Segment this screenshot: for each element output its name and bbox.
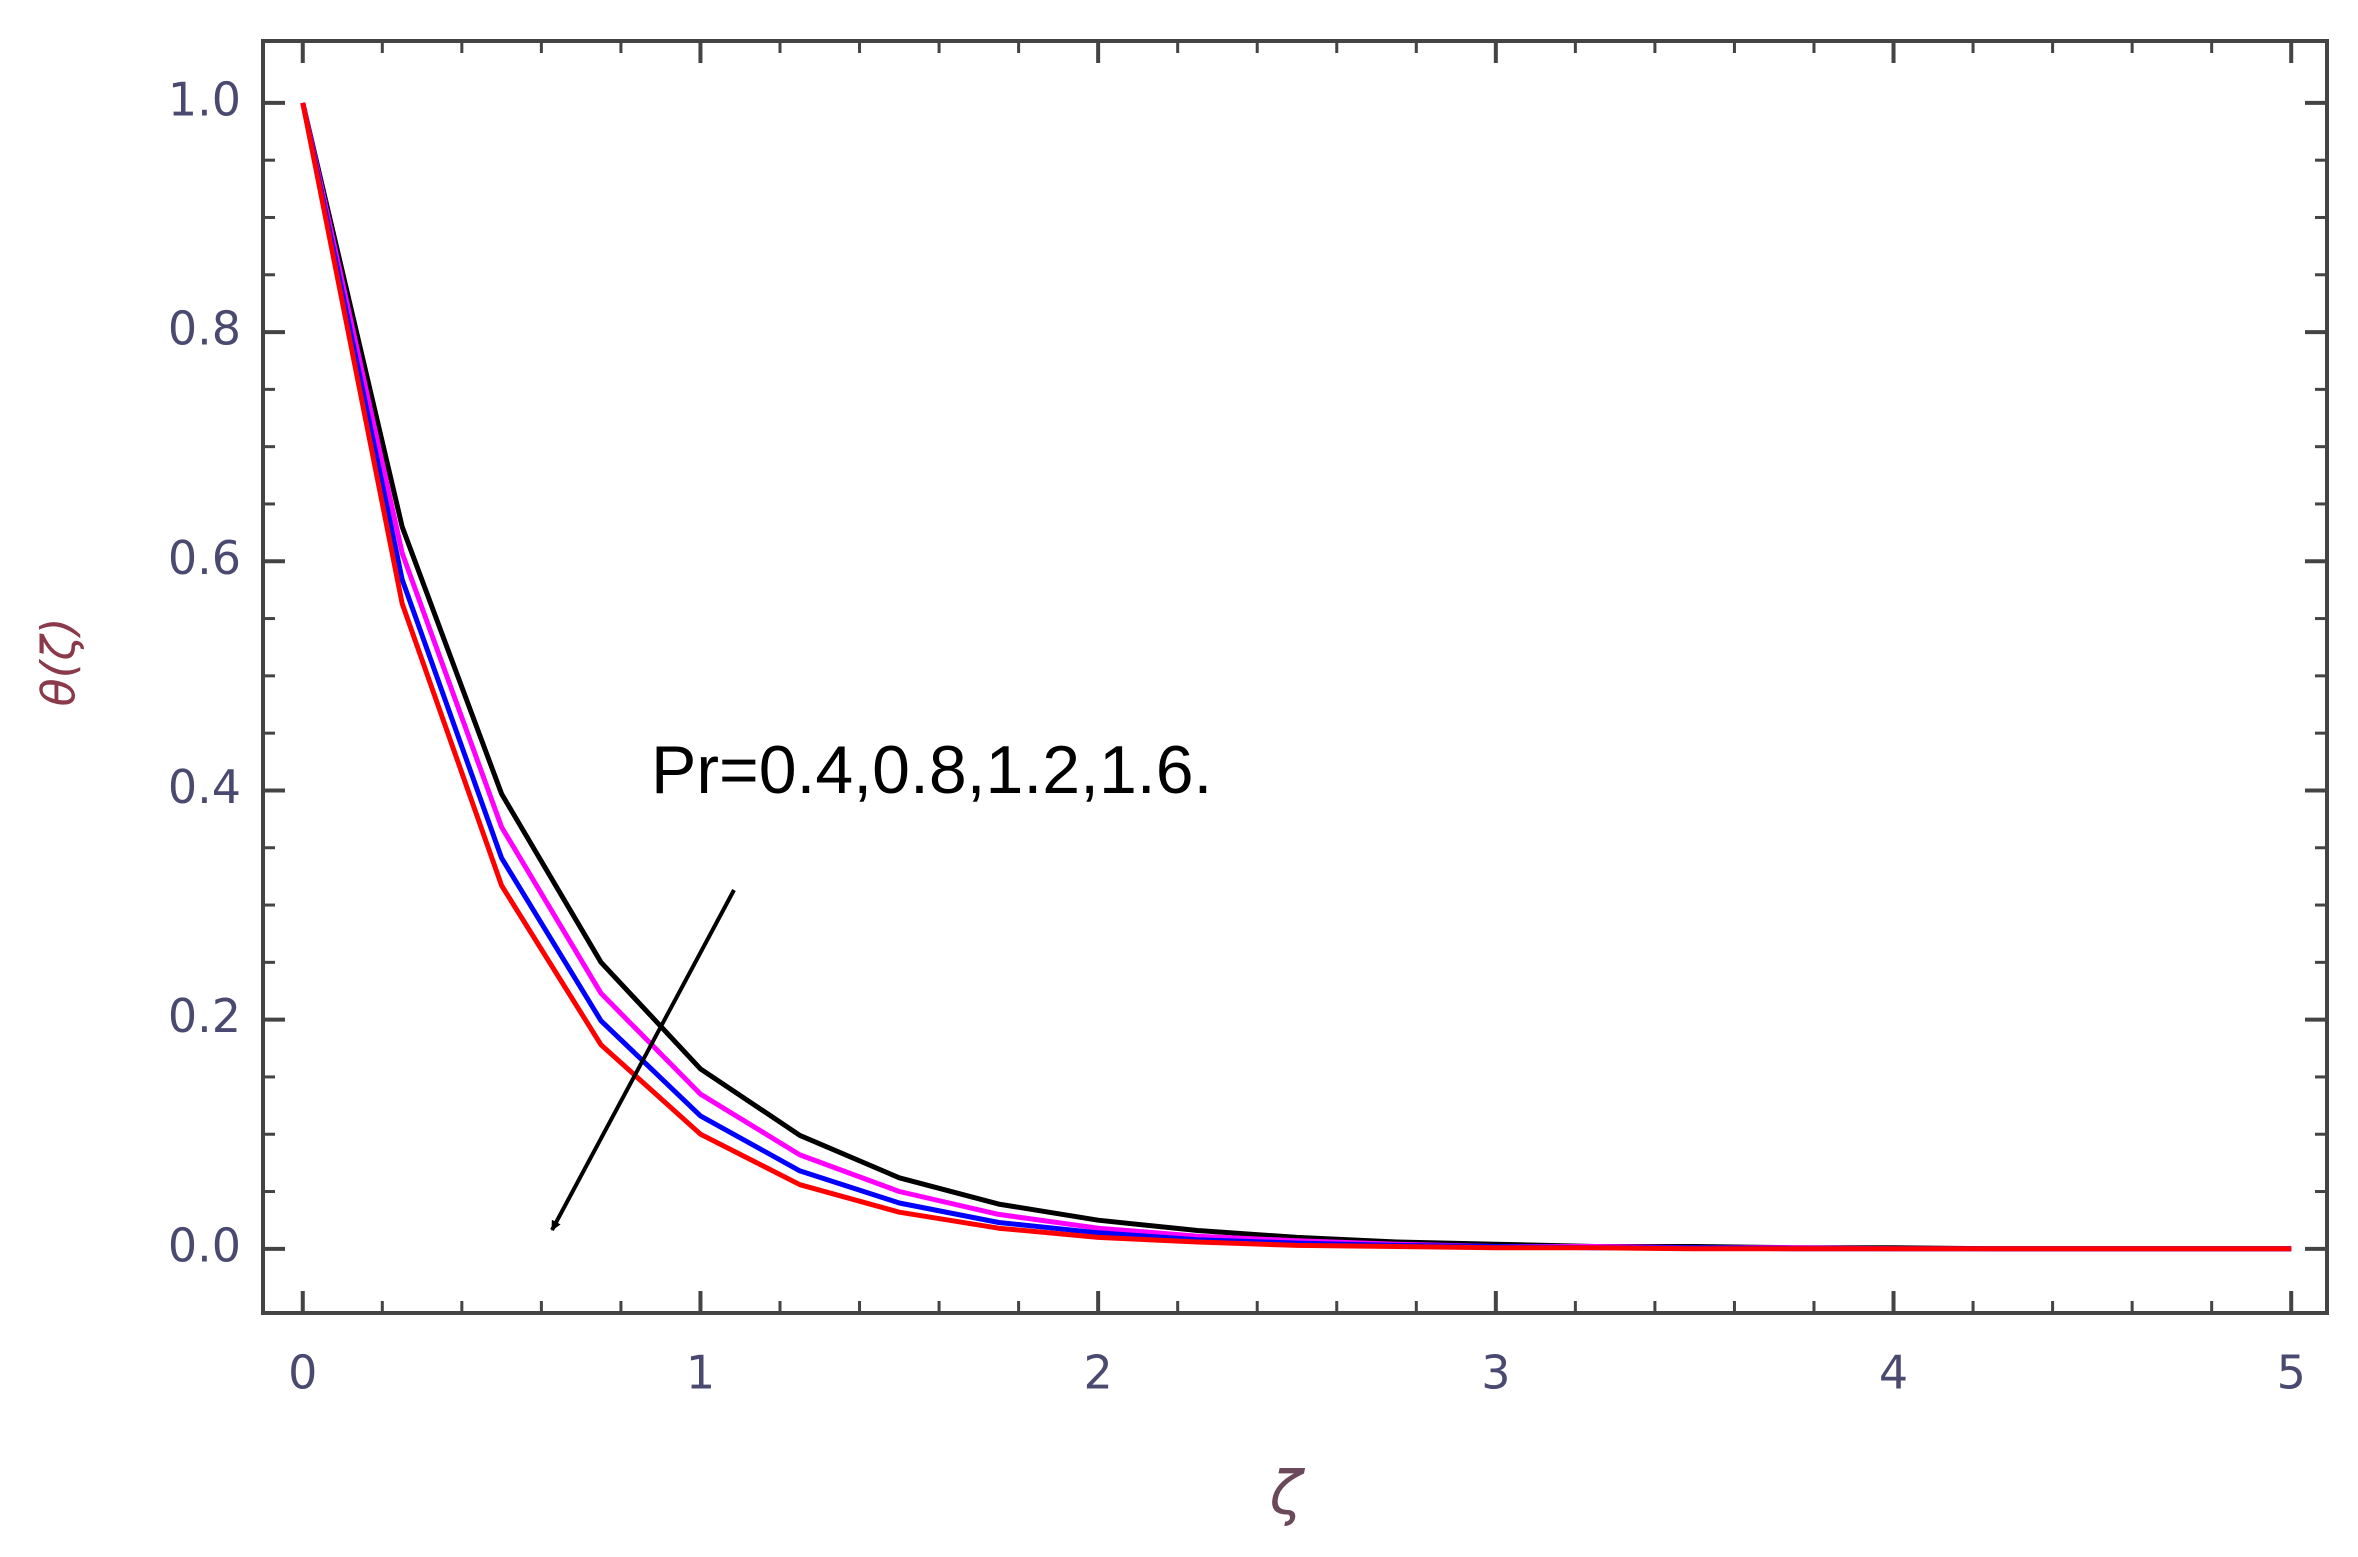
y-tick-label: 0.6 [168, 531, 241, 585]
x-tick-label: 5 [2277, 1346, 2306, 1400]
y-axis-label: θ(ζ) [32, 617, 86, 706]
x-axis-label: ζ [1269, 1459, 1306, 1529]
y-tick-label: 0.0 [168, 1218, 241, 1272]
y-tick-label: 0.8 [168, 302, 241, 356]
series-line [300, 102, 2292, 1252]
x-tick-label: 3 [1481, 1346, 1510, 1400]
arrow [550, 889, 736, 1231]
x-tick-label: 1 [686, 1346, 715, 1400]
series-line [300, 102, 2292, 1252]
y-tick-label: 0.2 [168, 989, 241, 1043]
series-line [300, 102, 2292, 1252]
x-tick-label: 4 [1879, 1346, 1908, 1400]
annotation: Pr=0.4,0.8,1.2,1.6. [651, 732, 1212, 808]
y-tick-label: 0.4 [168, 760, 241, 814]
y-tick-label: 1.0 [168, 72, 241, 126]
x-tick-label: 2 [1084, 1346, 1113, 1400]
plot-frame [261, 39, 2329, 1315]
x-tick-label: 0 [288, 1346, 317, 1400]
series-line [300, 102, 2292, 1252]
